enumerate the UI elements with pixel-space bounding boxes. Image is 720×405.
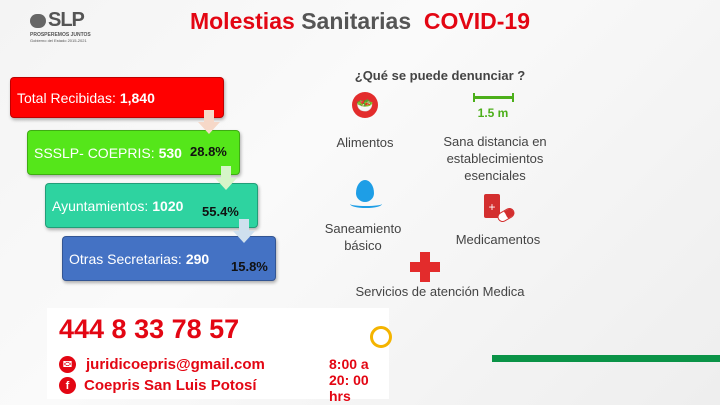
- facebook-row[interactable]: f Coepris San Luis Potosí: [59, 377, 257, 394]
- coepris-box: SSSLP- COEPRIS: 530 28.8%: [27, 130, 240, 175]
- arrow-down-icon: [198, 122, 220, 134]
- facebook-icon: f: [59, 377, 76, 394]
- ruler-tick: [473, 93, 475, 102]
- water-drop-icon: [356, 180, 374, 202]
- report-heading: ¿Qué se puede denunciar ?: [354, 68, 526, 83]
- distance-label: 1.5 m: [477, 106, 509, 120]
- line: básico: [344, 238, 382, 253]
- clock-icon: [370, 326, 392, 348]
- box-value: 290: [185, 250, 210, 267]
- logo-tagline: PROSPEREMOS JUNTOS: [30, 32, 91, 38]
- office-hours: 8:00 a 20: 00 hrs: [329, 356, 369, 404]
- water-ripple: [350, 200, 382, 208]
- box-label: Otras Secretarias:: [69, 250, 182, 267]
- line: Saneamiento: [324, 221, 402, 236]
- line: esenciales: [464, 168, 526, 183]
- green-divider: [492, 355, 720, 362]
- page-title: Molestias Sanitarias COVID-19: [0, 8, 720, 35]
- box-label: Total Recibidas:: [17, 89, 116, 106]
- label-alimentos: Alimentos: [336, 135, 394, 150]
- logo-text: SLP: [48, 9, 85, 31]
- distance-ruler-icon: [473, 96, 514, 99]
- box-percent: 15.8%: [231, 259, 268, 274]
- medicine-icon: +: [484, 194, 500, 218]
- box-value: 530: [158, 144, 182, 161]
- phone-number: 444 8 33 78 57: [59, 314, 240, 344]
- line: establecimientos: [446, 151, 544, 166]
- food-icon: 🥗: [352, 92, 378, 118]
- title-part2: Sanitarias: [301, 8, 412, 34]
- arrow-down-icon: [204, 110, 214, 122]
- label-medicamentos: Medicamentos: [455, 232, 541, 247]
- otras-secretarias-box: Otras Secretarias: 290 15.8%: [62, 236, 276, 281]
- label-saneamiento: Saneamiento básico: [318, 220, 408, 254]
- box-percent: 55.4%: [202, 204, 239, 219]
- total-received-box: Total Recibidas: 1,840: [10, 77, 224, 118]
- facebook-link[interactable]: Coepris San Luis Potosí: [84, 377, 257, 394]
- contact-panel: 444 8 33 78 57 ✉ juridicoepris@gmail.com…: [47, 308, 392, 404]
- ruler-tick: [512, 93, 514, 102]
- email-link[interactable]: juridicoepris@gmail.com: [86, 356, 265, 373]
- medical-cross-icon: [420, 252, 430, 282]
- box-value: 1020: [152, 197, 184, 214]
- slp-logo: SLP PROSPEREMOS JUNTOS Gobierno del Esta…: [30, 9, 105, 43]
- arrow-down-icon: [233, 231, 255, 243]
- ayuntamientos-box: Ayuntamientos: 1020 55.4%: [45, 183, 258, 228]
- box-percent: 28.8%: [190, 144, 227, 159]
- arrow-down-icon: [221, 166, 231, 178]
- title-part1: Molestias: [189, 8, 295, 34]
- box-label: Ayuntamientos:: [52, 197, 149, 214]
- label-servicios: Servicios de atención Medica: [355, 284, 525, 299]
- envelope-icon: ✉: [59, 356, 76, 373]
- title-part3: COVID-19: [423, 8, 531, 34]
- box-label: SSSLP- COEPRIS:: [34, 144, 155, 161]
- logo-subtitle: Gobierno del Estado 2015-2021: [30, 38, 87, 43]
- box-value: 1,840: [119, 89, 155, 106]
- arrow-down-icon: [215, 178, 237, 190]
- arrow-down-icon: [239, 219, 249, 231]
- label-sana-distancia: Sana distancia en establecimientos esenc…: [425, 133, 565, 184]
- line: Sana distancia en: [443, 134, 547, 149]
- email-row[interactable]: ✉ juridicoepris@gmail.com: [59, 356, 265, 373]
- logo-icon: [30, 13, 46, 28]
